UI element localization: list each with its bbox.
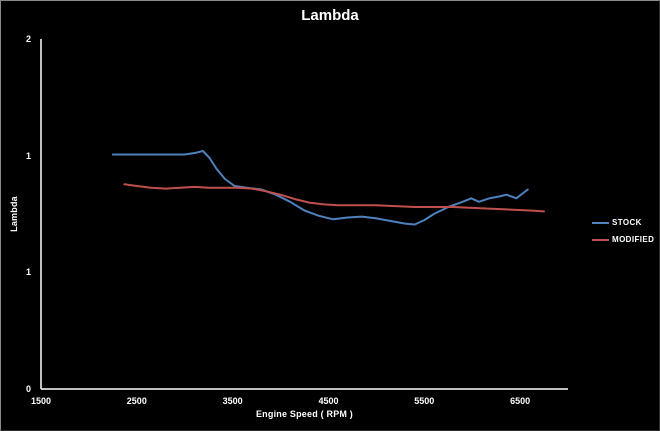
- legend: STOCK MODIFIED: [592, 214, 654, 248]
- y-axis-title: Lambda: [9, 196, 19, 232]
- x-tick-label: 4500: [318, 396, 339, 406]
- x-tick-label: 5500: [414, 396, 435, 406]
- chart-title: Lambda: [301, 7, 359, 24]
- y-tick-label: 1: [25, 150, 31, 161]
- x-axis-title: Engine Speed ( RPM ): [255, 409, 353, 419]
- y-tick-label: 1: [25, 267, 31, 278]
- y-tick-label: 0: [25, 384, 31, 394]
- series-modified-line: [123, 183, 545, 213]
- legend-item-modified: MODIFIED: [592, 231, 654, 248]
- x-tick-label: 2500: [126, 396, 147, 406]
- x-tick-label: 1500: [30, 396, 52, 406]
- legend-label-stock: STOCK: [612, 218, 642, 227]
- legend-item-stock: STOCK: [592, 214, 654, 231]
- modified-legend-line-icon: [592, 238, 609, 241]
- x-tick-label: 3500: [222, 396, 243, 406]
- series-stock-line: [111, 150, 529, 226]
- y-tick-label: 2: [25, 34, 31, 44]
- stock-legend-line-icon: [592, 221, 609, 224]
- legend-label-modified: MODIFIED: [612, 235, 655, 244]
- x-tick-label: 6500: [510, 396, 531, 406]
